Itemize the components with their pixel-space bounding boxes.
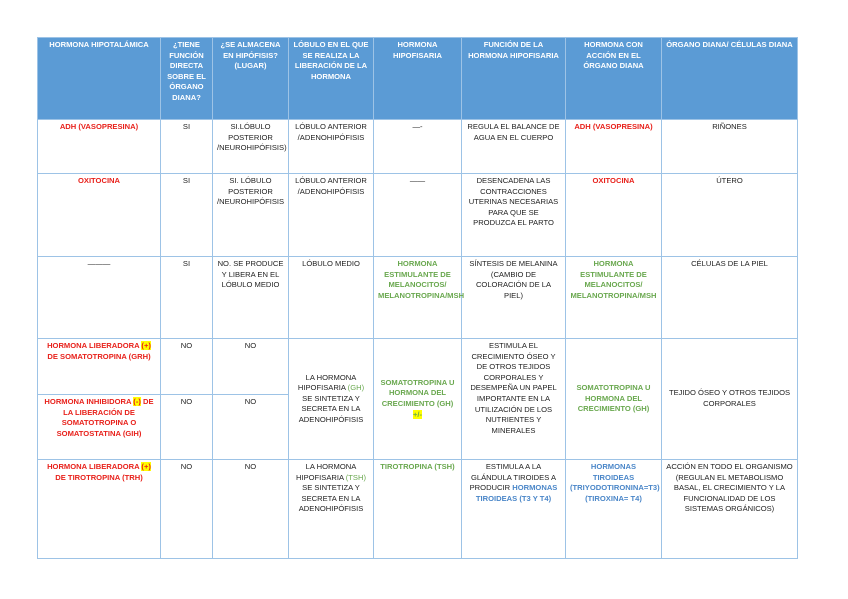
cell: HORMONA LIBERADORA (+) DE TIROTROPINA (T… bbox=[37, 459, 161, 559]
cell: SI bbox=[160, 173, 213, 257]
row: OXITOCINA SI SI. LÓBULO POSTERIOR /NEURO… bbox=[37, 173, 798, 257]
cell: LA HORMONA HIPOFISARIA (TSH) SE SINTETIZ… bbox=[288, 459, 374, 559]
text: LA HORMONA HIPOFISARIA bbox=[295, 462, 357, 482]
text: (TSH) bbox=[345, 472, 367, 482]
row: HORMONA LIBERADORA (+) DE SOMATOTROPINA … bbox=[37, 338, 798, 460]
highlight: (+) bbox=[141, 462, 151, 471]
cell: SOMATOTROPINA U HORMONA DEL CRECIMIENTO … bbox=[565, 338, 662, 460]
cell: REGULA EL BALANCE DE AGUA EN EL CUERPO bbox=[461, 119, 566, 174]
header: HORMONA HIPOFISARIA bbox=[373, 37, 462, 120]
highlight: (-) bbox=[133, 397, 141, 406]
cell: SI. LÓBULO POSTERIOR /NEUROHIPÓFISIS bbox=[212, 173, 289, 257]
cell: LÓBULO ANTERIOR /ADENOHIPÓFISIS bbox=[288, 119, 374, 174]
cell: HORMONAS TIROIDEAS (TRIYODOTIRONINA=T3) … bbox=[565, 459, 662, 559]
cell: OXITOCINA bbox=[565, 173, 662, 257]
cell: OXITOCINA bbox=[37, 173, 161, 257]
cell: SOMATOTROPINA U HORMONA DEL CRECIMIENTO … bbox=[373, 338, 462, 460]
hormone-table: HORMONA HIPOTALÁMICA ¿TIENE FUNCIÓN DIRE… bbox=[37, 37, 798, 559]
cell: SÍNTESIS DE MELANINA (CAMBIO DE COLORACI… bbox=[461, 256, 566, 339]
header: HORMONA HIPOTALÁMICA bbox=[37, 37, 161, 120]
text: HORMONA LIBERADORA bbox=[47, 341, 142, 350]
cell: TEJIDO ÓSEO Y OTROS TEJIDOS CORPORALES bbox=[661, 338, 798, 460]
cell: ÚTERO bbox=[661, 173, 798, 257]
cell: NO bbox=[212, 394, 289, 460]
cell: RIÑONES bbox=[661, 119, 798, 174]
cell: HORMONA INHIBIDORA (-) DE LA LIBERACIÓN … bbox=[37, 394, 161, 460]
text: SOMATOTROPINA U HORMONA DEL CRECIMIENTO … bbox=[380, 377, 455, 408]
cell: LÓBULO ANTERIOR /ADENOHIPÓFISIS bbox=[288, 173, 374, 257]
cell: NO. SE PRODUCE Y LIBERA EN EL LÓBULO MED… bbox=[212, 256, 289, 339]
header: FUNCIÓN DE LA HORMONA HIPOFISARIA bbox=[461, 37, 566, 120]
highlight: +/- bbox=[412, 409, 423, 419]
cell: HORMONA ESTIMULANTE DE MELANOCITOS/ MELA… bbox=[565, 256, 662, 339]
text: SE SINTETIZA Y SECRETA EN LA ADENOHIPÓFI… bbox=[298, 393, 364, 424]
text: HORMONA INHIBIDORA bbox=[44, 397, 134, 406]
cell: SI bbox=[160, 256, 213, 339]
text: ESTIMULA A LA GLÁNDULA TIROIDES A PRODUC… bbox=[469, 462, 557, 493]
cell: NO bbox=[212, 338, 289, 395]
cell: LA HORMONA HIPOFISARIA (GH) SE SINTETIZA… bbox=[288, 338, 374, 460]
cell: —- bbox=[373, 119, 462, 174]
text: (GH) bbox=[347, 383, 365, 393]
row: ——— SI NO. SE PRODUCE Y LIBERA EN EL LÓB… bbox=[37, 256, 798, 339]
cell: NO bbox=[212, 459, 289, 559]
header: ÓRGANO DIANA/ CÉLULAS DIANA bbox=[661, 37, 798, 120]
cell: SI.LÓBULO POSTERIOR /NEUROHIPÓFISIS) bbox=[212, 119, 289, 174]
text: DE LA LIBERACIÓN DE SOMATOTROPINA O SOMA… bbox=[56, 397, 154, 438]
text: LA HORMONA HIPOFISARIA bbox=[297, 372, 357, 393]
text: HORMONA LIBERADORA bbox=[47, 462, 142, 471]
cell: —— bbox=[373, 173, 462, 257]
cell: ESTIMULA EL CRECIMIENTO ÓSEO Y DE OTROS … bbox=[461, 338, 566, 460]
header-row: HORMONA HIPOTALÁMICA ¿TIENE FUNCIÓN DIRE… bbox=[37, 37, 798, 120]
cell: NO bbox=[160, 394, 213, 460]
cell: DESENCADENA LAS CONTRACCIONES UTERINAS N… bbox=[461, 173, 566, 257]
cell: HORMONA LIBERADORA (+) DE SOMATOTROPINA … bbox=[37, 338, 161, 395]
cell: HORMONA ESTIMULANTE DE MELANOCITOS/ MELA… bbox=[373, 256, 464, 339]
cell: SI bbox=[160, 119, 213, 174]
highlight: (+) bbox=[141, 341, 151, 350]
header: HORMONA CON ACCIÓN EN EL ÓRGANO DIANA bbox=[565, 37, 662, 120]
text: DE SOMATOTROPINA (GRH) bbox=[47, 351, 151, 361]
cell: ACCIÓN EN TODO EL ORGANISMO (REGULAN EL … bbox=[661, 459, 798, 559]
cell: NO bbox=[160, 338, 213, 395]
text: HORMONAS TIROIDEAS (T3 Y T4) bbox=[475, 483, 558, 503]
cell: CÉLULAS DE LA PIEL bbox=[661, 256, 798, 339]
cell: NO bbox=[160, 459, 213, 559]
cell: ——— bbox=[37, 256, 161, 339]
cell: ESTIMULA A LA GLÁNDULA TIROIDES A PRODUC… bbox=[461, 459, 566, 559]
header: ¿TIENE FUNCIÓN DIRECTA SOBRE EL ÓRGANO D… bbox=[160, 37, 213, 120]
row: HORMONA INHIBIDORA (-) DE LA LIBERACIÓN … bbox=[37, 394, 798, 460]
text: DE TIROTROPINA (TRH) bbox=[55, 472, 143, 482]
text: SE SINTETIZA Y SECRETA EN LA ADENOHIPÓFI… bbox=[298, 483, 364, 514]
header: LÓBULO EN EL QUE SE REALIZA LA LIBERACIÓ… bbox=[288, 37, 374, 120]
cell: TIROTROPINA (TSH) bbox=[373, 459, 462, 559]
row: ADH (VASOPRESINA) SI SI.LÓBULO POSTERIOR… bbox=[37, 119, 798, 174]
cell: LÓBULO MEDIO bbox=[288, 256, 374, 339]
row: HORMONA LIBERADORA (+) DE TIROTROPINA (T… bbox=[37, 459, 798, 559]
cell: ADH (VASOPRESINA) bbox=[565, 119, 662, 174]
cell: ADH (VASOPRESINA) bbox=[37, 119, 161, 174]
header: ¿SE ALMACENA EN HIPÓFISIS? (LUGAR) bbox=[212, 37, 289, 120]
